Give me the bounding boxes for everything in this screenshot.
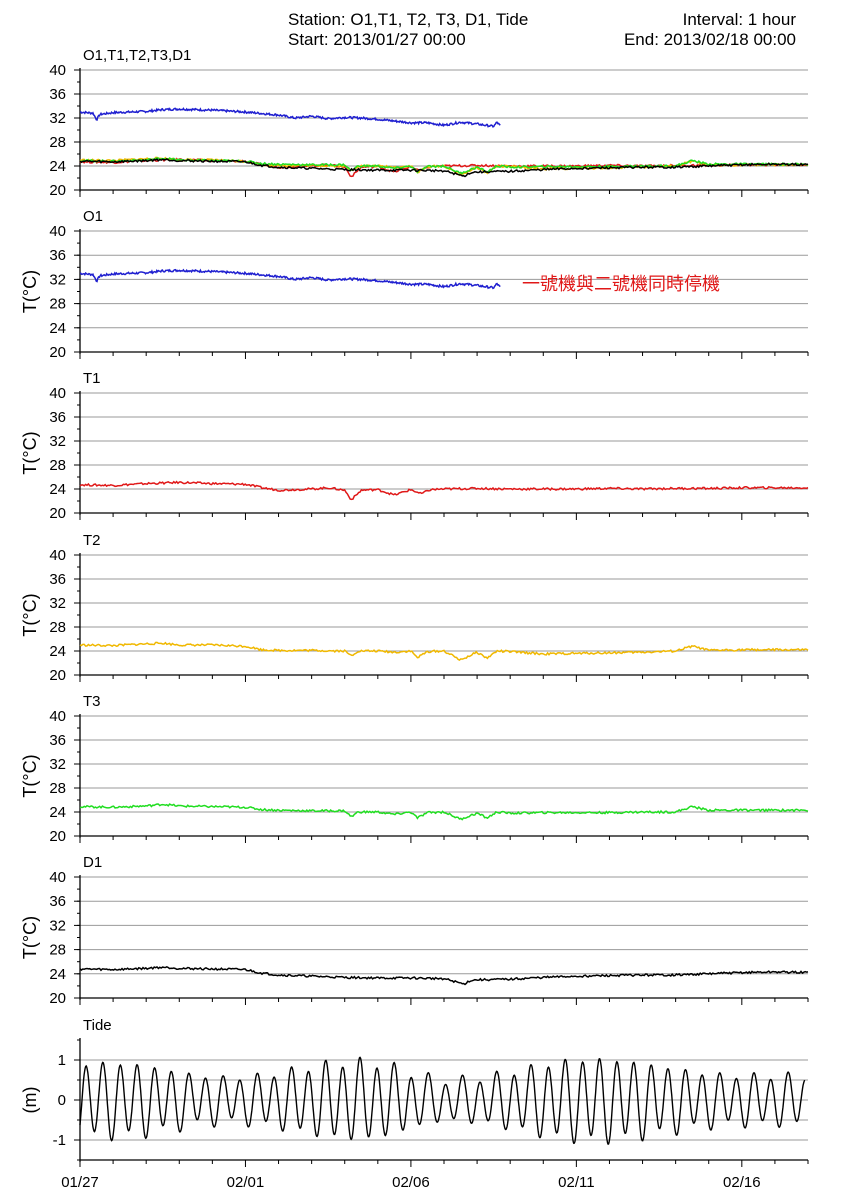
y-tick-label: 32 [49, 756, 66, 773]
y-tick-label: 28 [49, 780, 66, 797]
y-tick-label: 36 [49, 893, 66, 910]
panel-title: T3 [83, 693, 101, 710]
header-end: End: 2013/02/18 00:00 [623, 30, 796, 49]
header-station: Station: O1,T1, T2, T3, D1, Tide [288, 10, 529, 29]
y-tick-label: 36 [49, 86, 66, 103]
panel-title: D1 [83, 854, 102, 871]
series-line-o1 [79, 107, 501, 128]
annotation-text: 一號機與二號機同時停機 [522, 274, 720, 294]
series-line-tide [79, 1056, 806, 1145]
panel-title: T1 [83, 370, 101, 387]
series-line-d1 [79, 158, 809, 178]
y-tick-label: 40 [49, 223, 66, 240]
series-line-o1 [79, 268, 501, 290]
y-tick-label: 24 [49, 158, 66, 175]
y-tick-label: 24 [49, 804, 66, 821]
y-tick-label: 32 [49, 271, 66, 288]
y-tick-label: 28 [49, 296, 66, 313]
x-tick-label: 02/11 [558, 1174, 594, 1191]
y-tick-label: 20 [49, 667, 66, 684]
y-tick-label: 0 [58, 1092, 66, 1109]
series-line-t2 [79, 641, 809, 662]
y-tick-label: -1 [53, 1132, 66, 1149]
y-tick-label: 32 [49, 595, 66, 612]
y-tick-label: 32 [49, 433, 66, 450]
y-tick-label: 28 [49, 457, 66, 474]
x-tick-label: 02/01 [227, 1174, 265, 1191]
y-tick-label: 28 [49, 134, 66, 151]
y-tick-label: 32 [49, 110, 66, 127]
x-tick-label: 01/27 [61, 1174, 99, 1191]
panel-title: T2 [83, 532, 101, 549]
y-axis-label: T(°C) [20, 593, 40, 636]
y-axis-label: (m) [20, 1087, 40, 1114]
y-tick-label: 40 [49, 62, 66, 79]
y-tick-label: 24 [49, 320, 66, 337]
y-tick-label: 20 [49, 990, 66, 1007]
y-tick-label: 36 [49, 247, 66, 264]
x-tick-label: 02/16 [723, 1174, 761, 1191]
y-tick-label: 40 [49, 708, 66, 725]
y-tick-label: 28 [49, 942, 66, 959]
y-tick-label: 40 [49, 869, 66, 886]
x-tick-label: 02/06 [392, 1174, 430, 1191]
y-tick-label: 20 [49, 344, 66, 361]
y-tick-label: 24 [49, 643, 66, 660]
panel-title: Tide [83, 1017, 112, 1034]
series-line-d1 [79, 965, 809, 986]
y-axis-label: T(°C) [20, 431, 40, 474]
y-tick-label: 1 [58, 1052, 66, 1069]
y-axis-label: T(°C) [20, 270, 40, 313]
y-tick-label: 20 [49, 828, 66, 845]
header-start: Start: 2013/01/27 00:00 [288, 30, 466, 49]
y-tick-label: 28 [49, 619, 66, 636]
y-tick-label: 20 [49, 182, 66, 199]
y-axis-label: T(°C) [20, 916, 40, 959]
panel-title: O1,T1,T2,T3,D1 [83, 47, 191, 64]
y-axis-label: T(°C) [20, 754, 40, 797]
y-tick-label: 40 [49, 385, 66, 402]
header-interval: Interval: 1 hour [682, 10, 796, 29]
y-tick-label: 36 [49, 409, 66, 426]
y-tick-label: 24 [49, 966, 66, 983]
series-line-t3 [79, 803, 809, 821]
y-tick-label: 32 [49, 917, 66, 934]
y-tick-label: 36 [49, 732, 66, 749]
series-line-t1 [79, 480, 809, 501]
y-tick-label: 24 [49, 481, 66, 498]
panel-title: O1 [83, 208, 103, 225]
y-tick-label: 40 [49, 547, 66, 564]
y-tick-label: 20 [49, 505, 66, 522]
y-tick-label: 36 [49, 571, 66, 588]
